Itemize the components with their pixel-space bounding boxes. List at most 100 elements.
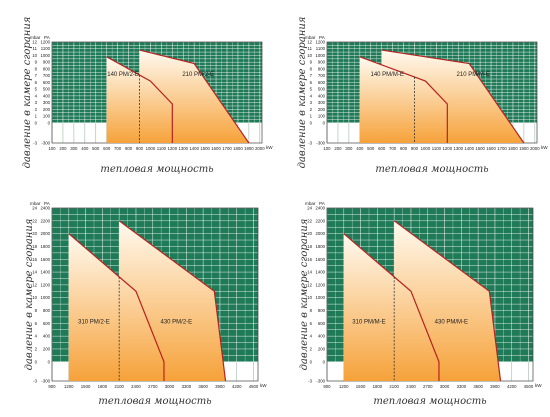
y-tick-label-mbar: 10 xyxy=(307,53,312,58)
x-tick-label: 600 xyxy=(103,146,111,151)
y-axis-title: давление в камере сгорания xyxy=(24,219,35,371)
x-tick-label: 2000 xyxy=(255,146,265,151)
series-label: 210 PM/2-E xyxy=(182,72,214,78)
y-tick-label-mbar: 18 xyxy=(307,244,312,249)
x-tick-label: 1800 xyxy=(508,146,518,151)
y-unit-pa: PA xyxy=(319,35,326,40)
y-tick-label-pa: -300 xyxy=(316,379,325,384)
y-tick-label-pa: 600 xyxy=(43,321,51,326)
x-tick-label: 3300 xyxy=(457,384,467,389)
y-tick-label-pa: 900 xyxy=(318,60,326,65)
x-tick-label: 1200 xyxy=(64,384,74,389)
y-unit-mbar: mbar xyxy=(30,201,41,206)
x-tick-label: 2400 xyxy=(131,384,141,389)
y-tick-label-mbar: 24 xyxy=(32,206,37,211)
y-tick-label-pa: 400 xyxy=(318,334,326,339)
series-label: 140 PM/M-E xyxy=(370,72,403,78)
x-tick-label: 1200 xyxy=(339,384,349,389)
y-tick-label-pa: 200 xyxy=(43,107,51,112)
x-unit-label: kW xyxy=(266,145,273,150)
x-tick-label: 4500 xyxy=(524,384,534,389)
y-tick-label-mbar: 4 xyxy=(310,334,313,339)
y-tick-label-mbar: 22 xyxy=(307,218,312,223)
x-unit-label: kW xyxy=(260,383,267,388)
x-tick-label: 3300 xyxy=(182,384,192,389)
y-tick-label-pa: 800 xyxy=(318,66,326,71)
series-curve xyxy=(68,233,165,381)
x-tick-label: 1700 xyxy=(497,146,507,151)
x-axis-title: тепловая мощность xyxy=(98,396,211,407)
y-tick-label-mbar: 6 xyxy=(35,80,38,85)
series-label: 210 PM/M-E xyxy=(457,72,490,78)
y-tick-label-pa: 0 xyxy=(323,359,326,364)
y-unit-pa: PA xyxy=(44,201,51,206)
y-tick-label-pa: 300 xyxy=(43,100,51,105)
x-tick-label: 4200 xyxy=(507,384,517,389)
y-tick-label-pa: 0 xyxy=(323,120,326,125)
y-axis-title: давление в камере сгорания xyxy=(299,219,310,371)
y-tick-label-mbar: 22 xyxy=(32,218,37,223)
y-unit-pa: PA xyxy=(319,201,326,206)
y-tick-label-pa: 400 xyxy=(43,334,51,339)
series-curve xyxy=(139,49,250,144)
y-tick-label-pa: 1200 xyxy=(40,40,50,45)
series-curve xyxy=(393,220,502,382)
y-tick-label-mbar: 2 xyxy=(35,346,38,351)
x-tick-label: 1100 xyxy=(432,146,442,151)
y-tick-label-mbar: 4 xyxy=(35,93,38,98)
y-tick-label-pa: 2200 xyxy=(40,218,50,223)
y-tick-label-pa: 1000 xyxy=(40,53,50,58)
y-tick-label-pa: 1000 xyxy=(40,295,50,300)
x-tick-label: 300 xyxy=(345,146,353,151)
y-unit-mbar: mbar xyxy=(30,35,41,40)
series-area xyxy=(343,233,439,381)
x-tick-label: 2700 xyxy=(148,384,158,389)
x-tick-label: 2100 xyxy=(114,384,124,389)
y-tick-label-pa: 2400 xyxy=(315,206,325,211)
y-tick-label-pa: 800 xyxy=(43,66,51,71)
y-tick-label-mbar: 1 xyxy=(310,114,313,119)
y-unit-pa: PA xyxy=(44,35,51,40)
y-tick-label-pa: 1800 xyxy=(40,244,50,249)
y-tick-label-mbar: 9 xyxy=(310,60,313,65)
series-curve xyxy=(343,233,440,381)
y-tick-label-mbar: 6 xyxy=(310,321,313,326)
y-tick-label-mbar: 20 xyxy=(307,231,312,236)
y-tick-label-mbar: 5 xyxy=(310,87,313,92)
y-unit-mbar: mbar xyxy=(305,201,316,206)
series-curve xyxy=(381,49,525,144)
x-tick-label: 3900 xyxy=(215,384,225,389)
x-tick-label: 1800 xyxy=(373,384,383,389)
chart-panel-top-left: 140 PM/2-E 210 PM/2-E 100 200 300 400 500 600 70… xyxy=(0,0,275,208)
x-tick-label: 1500 xyxy=(475,146,485,151)
y-tick-label-mbar: 7 xyxy=(310,73,313,78)
series-label: 430 PM/M-E xyxy=(435,319,468,325)
x-tick-label: 3600 xyxy=(198,384,208,389)
y-tick-label-pa: 1100 xyxy=(316,46,326,51)
x-tick-label: 4200 xyxy=(232,384,242,389)
y-tick-label-mbar: 6 xyxy=(310,80,313,85)
y-tick-label-mbar: 11 xyxy=(33,46,38,51)
series-label: 140 PM/2-E xyxy=(107,72,139,78)
y-tick-label-mbar: 18 xyxy=(32,244,37,249)
x-tick-label: 900 xyxy=(411,146,419,151)
y-tick-label-pa: 600 xyxy=(43,80,51,85)
y-tick-label-pa: 800 xyxy=(318,308,326,313)
y-tick-label-mbar: 10 xyxy=(307,295,312,300)
y-tick-label-pa: 2000 xyxy=(40,231,50,236)
x-tick-label: 100 xyxy=(323,146,331,151)
y-tick-label-mbar: 2 xyxy=(35,107,38,112)
x-tick-label: 2100 xyxy=(389,384,399,389)
y-tick-label-mbar: 20 xyxy=(32,231,37,236)
y-tick-label-pa: 1200 xyxy=(315,40,325,45)
y-tick-label-mbar: 3 xyxy=(35,100,38,105)
x-unit-label: kW xyxy=(541,145,548,150)
y-tick-label-mbar: 9 xyxy=(35,60,38,65)
y-tick-label-pa: 1400 xyxy=(315,270,325,275)
x-tick-label: 500 xyxy=(92,146,100,151)
y-tick-label-mbar: 6 xyxy=(35,321,38,326)
x-tick-label: 1200 xyxy=(168,146,178,151)
y-tick-label-pa: 200 xyxy=(43,346,51,351)
